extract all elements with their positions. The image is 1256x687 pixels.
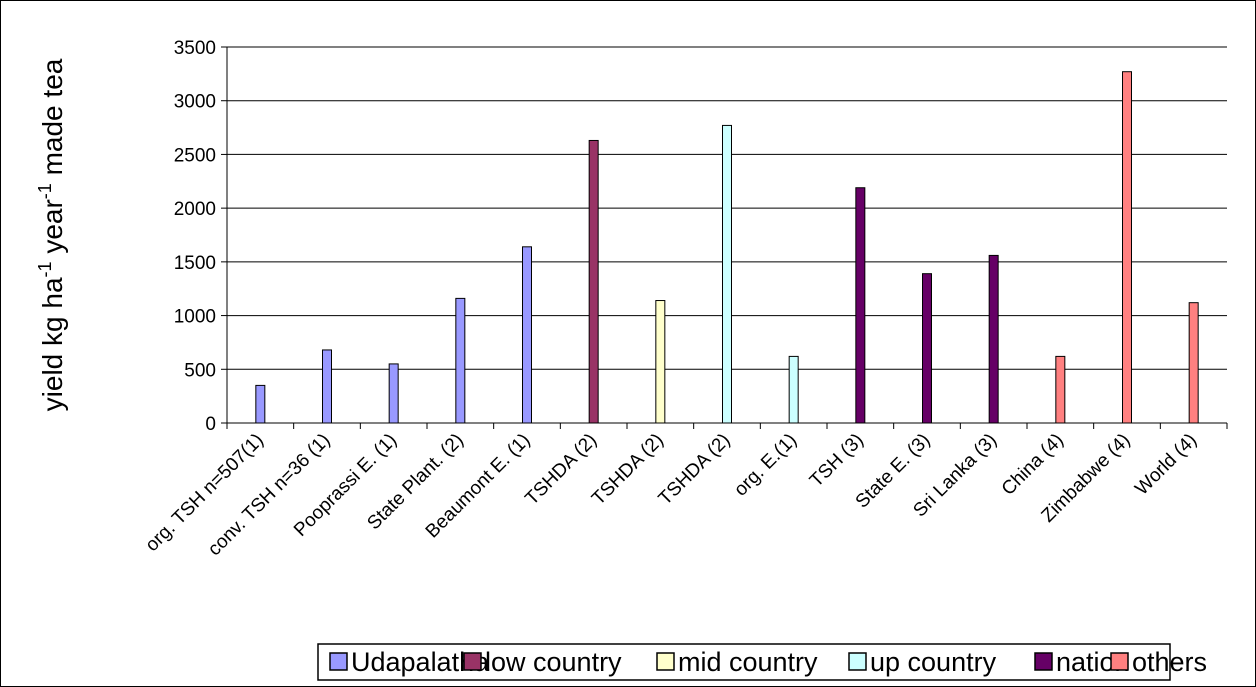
x-tick-label: org. E.(1) [730,430,801,501]
legend-swatch [657,653,674,670]
legend-label: low country [485,647,622,677]
legend-swatch [849,653,866,670]
y-axis-label-suffix: made tea [37,58,68,183]
bar [656,301,665,423]
y-tick-label: 3500 [174,38,216,59]
bar [723,125,732,423]
y-tick-label: 0 [205,414,216,435]
bar [1056,356,1065,423]
bar [856,188,865,423]
x-tick-label: org. TSH n=507(1) [142,430,268,556]
bar [256,385,265,423]
bar [1123,72,1132,423]
y-axis-label: yield kg ha-1 year-1 made tea [35,58,68,411]
bar [789,356,798,423]
y-axis-label-sup2: -1 [35,183,55,199]
y-tick-label: 2000 [174,199,216,220]
legend-label: mid country [678,647,818,677]
x-tick-label: TSHDA (2) [655,430,735,510]
x-tick-label: China (4) [998,430,1068,500]
x-tick-label: conv. TSH n=36 (1) [204,430,334,560]
bar [589,140,598,423]
x-tick-label: TSHDA (2) [521,430,601,510]
bar [523,247,532,423]
y-tick-label: 1500 [174,253,216,274]
y-tick-label: 3000 [174,92,216,113]
legend-swatch [464,653,481,670]
y-tick-label: 1000 [174,307,216,328]
legend-swatch [1035,653,1052,670]
x-tick-label: World (4) [1131,430,1201,500]
x-tick-label: TSH (3) [806,430,868,492]
y-axis-label-sup1: -1 [35,261,55,277]
bar [389,364,398,423]
y-tick-label: 2500 [174,145,216,166]
bars [256,72,1198,423]
y-axis-label-prefix: yield kg ha [37,277,68,411]
legend-label: up country [870,647,997,677]
bar [456,298,465,423]
bar [1189,303,1198,423]
y-tick-labels: 0 500 1000 1500 2000 2500 3000 3500 [174,38,216,435]
legend-swatch [1111,653,1128,670]
y-tick-label: 500 [184,360,216,381]
bar [989,255,998,423]
legend-label: others [1132,647,1207,677]
x-tick-label: TSHDA (2) [588,430,668,510]
bar [923,274,932,423]
bar [323,350,332,423]
legend-swatch [330,653,347,670]
y-axis-label-middle: year [37,199,68,261]
x-tick-labels: org. TSH n=507(1)conv. TSH n=36 (1)Poopr… [142,430,1202,560]
